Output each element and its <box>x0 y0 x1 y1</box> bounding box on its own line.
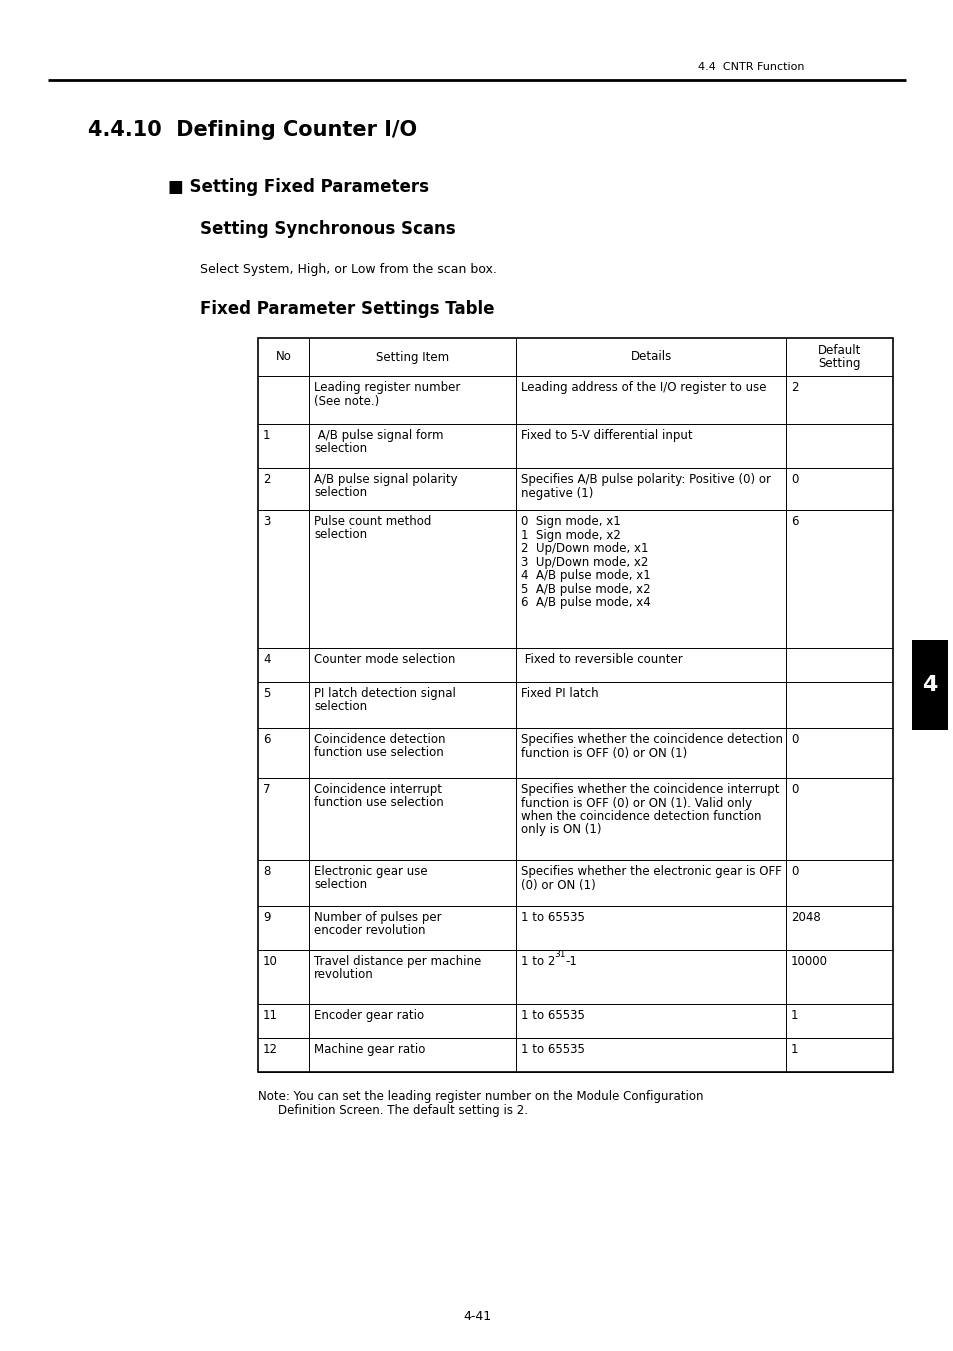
Text: selection: selection <box>314 528 367 542</box>
Text: Fixed Parameter Settings Table: Fixed Parameter Settings Table <box>200 300 494 317</box>
Text: 4  A/B pulse mode, x1: 4 A/B pulse mode, x1 <box>520 569 650 582</box>
Text: 4.4  CNTR Function: 4.4 CNTR Function <box>698 62 803 72</box>
Text: 1: 1 <box>263 430 271 442</box>
Text: when the coincidence detection function: when the coincidence detection function <box>520 811 760 823</box>
Text: Definition Screen. The default setting is 2.: Definition Screen. The default setting i… <box>277 1104 527 1117</box>
Text: Pulse count method: Pulse count method <box>314 515 431 528</box>
Text: 0: 0 <box>790 865 798 878</box>
Text: 12: 12 <box>263 1043 277 1056</box>
Text: 2  Up/Down mode, x1: 2 Up/Down mode, x1 <box>520 542 648 555</box>
Text: Coincidence interrupt: Coincidence interrupt <box>314 784 441 796</box>
Text: Fixed PI latch: Fixed PI latch <box>520 688 598 700</box>
Text: ■ Setting Fixed Parameters: ■ Setting Fixed Parameters <box>168 178 429 196</box>
Text: A/B pulse signal polarity: A/B pulse signal polarity <box>314 473 457 486</box>
Text: 4: 4 <box>263 653 271 666</box>
Text: A/B pulse signal form: A/B pulse signal form <box>314 430 443 442</box>
Text: 6  A/B pulse mode, x4: 6 A/B pulse mode, x4 <box>520 596 650 609</box>
Text: Encoder gear ratio: Encoder gear ratio <box>314 1009 424 1021</box>
Text: selection: selection <box>314 878 367 892</box>
Text: Electronic gear use: Electronic gear use <box>314 865 427 878</box>
Text: only is ON (1): only is ON (1) <box>520 824 601 836</box>
Bar <box>257 338 892 1071</box>
Text: 6: 6 <box>263 734 271 746</box>
Text: 31: 31 <box>554 950 565 959</box>
Text: Specifies whether the electronic gear is OFF: Specifies whether the electronic gear is… <box>520 865 781 878</box>
Text: Specifies whether the coincidence interrupt: Specifies whether the coincidence interr… <box>520 784 779 796</box>
Text: Default: Default <box>817 343 861 357</box>
Text: Specifies whether the coincidence detection: Specifies whether the coincidence detect… <box>520 734 782 746</box>
Text: encoder revolution: encoder revolution <box>314 924 425 938</box>
Text: Travel distance per machine: Travel distance per machine <box>314 955 480 969</box>
Text: Number of pulses per: Number of pulses per <box>314 911 441 924</box>
Text: function is OFF (0) or ON (1): function is OFF (0) or ON (1) <box>520 747 686 759</box>
Text: 4: 4 <box>922 676 937 694</box>
Text: (0) or ON (1): (0) or ON (1) <box>520 878 595 892</box>
Text: No: No <box>275 350 291 363</box>
Text: selection: selection <box>314 486 367 500</box>
Text: Fixed to reversible counter: Fixed to reversible counter <box>520 653 682 666</box>
Text: 10: 10 <box>263 955 277 969</box>
Text: revolution: revolution <box>314 969 374 981</box>
Text: 0: 0 <box>790 473 798 486</box>
Text: Fixed to 5-V differential input: Fixed to 5-V differential input <box>520 430 692 442</box>
Text: 1 to 65535: 1 to 65535 <box>520 911 584 924</box>
Text: 1 to 65535: 1 to 65535 <box>520 1043 584 1056</box>
Text: PI latch detection signal: PI latch detection signal <box>314 688 456 700</box>
Text: 0: 0 <box>790 784 798 796</box>
Text: 2: 2 <box>790 381 798 394</box>
Text: 5  A/B pulse mode, x2: 5 A/B pulse mode, x2 <box>520 582 650 596</box>
Text: 2: 2 <box>263 473 271 486</box>
Text: 4-41: 4-41 <box>462 1310 491 1323</box>
Text: 9: 9 <box>263 911 271 924</box>
Text: Note: You can set the leading register number on the Module Configuration: Note: You can set the leading register n… <box>257 1090 702 1102</box>
Text: 3  Up/Down mode, x2: 3 Up/Down mode, x2 <box>520 555 648 569</box>
Text: 1 to 2: 1 to 2 <box>520 955 555 969</box>
Text: Setting Item: Setting Item <box>375 350 449 363</box>
Text: Leading register number: Leading register number <box>314 381 460 394</box>
Text: 0  Sign mode, x1: 0 Sign mode, x1 <box>520 515 620 528</box>
Text: 1  Sign mode, x2: 1 Sign mode, x2 <box>520 528 620 542</box>
Text: 10000: 10000 <box>790 955 827 969</box>
Text: Machine gear ratio: Machine gear ratio <box>314 1043 425 1056</box>
Text: 11: 11 <box>263 1009 277 1021</box>
Text: 1: 1 <box>790 1009 798 1021</box>
Text: 7: 7 <box>263 784 271 796</box>
Text: function use selection: function use selection <box>314 747 443 759</box>
Text: 1 to 65535: 1 to 65535 <box>520 1009 584 1021</box>
Bar <box>911 640 947 730</box>
Text: Select System, High, or Low from the scan box.: Select System, High, or Low from the sca… <box>200 263 497 276</box>
Text: selection: selection <box>314 443 367 455</box>
Text: Coincidence detection: Coincidence detection <box>314 734 445 746</box>
Text: Details: Details <box>630 350 671 363</box>
Text: function use selection: function use selection <box>314 797 443 809</box>
Text: 8: 8 <box>263 865 270 878</box>
Text: 0: 0 <box>790 734 798 746</box>
Text: (See note.): (See note.) <box>314 394 379 408</box>
Text: 1: 1 <box>790 1043 798 1056</box>
Text: Setting: Setting <box>818 357 860 370</box>
Text: negative (1): negative (1) <box>520 486 593 500</box>
Text: 4.4.10  Defining Counter I/O: 4.4.10 Defining Counter I/O <box>88 120 416 141</box>
Text: Leading address of the I/O register to use: Leading address of the I/O register to u… <box>520 381 765 394</box>
Text: 2048: 2048 <box>790 911 820 924</box>
Text: Setting Synchronous Scans: Setting Synchronous Scans <box>200 220 456 238</box>
Text: Specifies A/B pulse polarity: Positive (0) or: Specifies A/B pulse polarity: Positive (… <box>520 473 770 486</box>
Text: function is OFF (0) or ON (1). Valid only: function is OFF (0) or ON (1). Valid onl… <box>520 797 751 809</box>
Text: 3: 3 <box>263 515 270 528</box>
Text: Counter mode selection: Counter mode selection <box>314 653 455 666</box>
Text: -1: -1 <box>564 955 577 969</box>
Text: 5: 5 <box>263 688 270 700</box>
Text: selection: selection <box>314 701 367 713</box>
Text: 6: 6 <box>790 515 798 528</box>
